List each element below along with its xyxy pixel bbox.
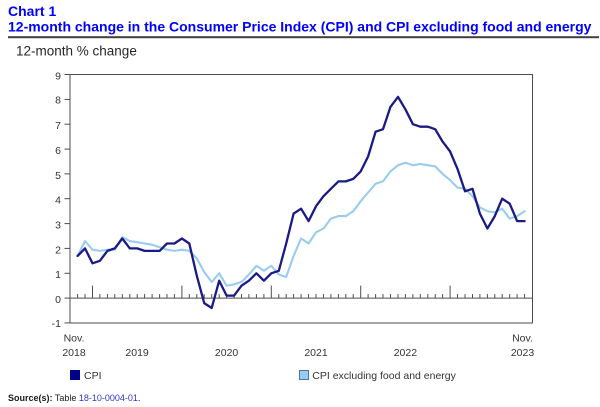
svg-text:CPI excluding food and energy: CPI excluding food and energy bbox=[312, 370, 456, 382]
svg-text:2020: 2020 bbox=[215, 347, 239, 359]
svg-text:2018: 2018 bbox=[62, 347, 86, 359]
svg-text:2: 2 bbox=[55, 244, 61, 256]
svg-text:Nov.: Nov. bbox=[64, 333, 85, 345]
svg-text:2022: 2022 bbox=[394, 347, 418, 359]
svg-text:CPI: CPI bbox=[84, 370, 102, 382]
svg-text:2019: 2019 bbox=[125, 347, 149, 359]
svg-text:Source(s): Table 18-10-0004-01: Source(s): Table 18-10-0004-01. bbox=[8, 393, 140, 403]
svg-text:6: 6 bbox=[55, 145, 61, 157]
svg-text:0: 0 bbox=[55, 294, 61, 306]
svg-text:Nov.: Nov. bbox=[512, 333, 533, 345]
svg-text:9: 9 bbox=[55, 70, 61, 82]
svg-text:8: 8 bbox=[55, 94, 61, 106]
svg-text:4: 4 bbox=[55, 195, 61, 207]
svg-text:5: 5 bbox=[55, 170, 61, 182]
svg-text:12-month % change: 12-month % change bbox=[16, 44, 137, 59]
svg-text:-1: -1 bbox=[52, 318, 61, 330]
svg-text:7: 7 bbox=[55, 120, 61, 132]
svg-text:3: 3 bbox=[55, 220, 61, 232]
svg-text:Chart 1: Chart 1 bbox=[8, 3, 56, 19]
svg-text:2023: 2023 bbox=[511, 347, 535, 359]
svg-text:1: 1 bbox=[55, 269, 61, 281]
svg-text:12-month change in the Consume: 12-month change in the Consumer Price In… bbox=[8, 19, 592, 35]
svg-text:2021: 2021 bbox=[304, 347, 328, 359]
